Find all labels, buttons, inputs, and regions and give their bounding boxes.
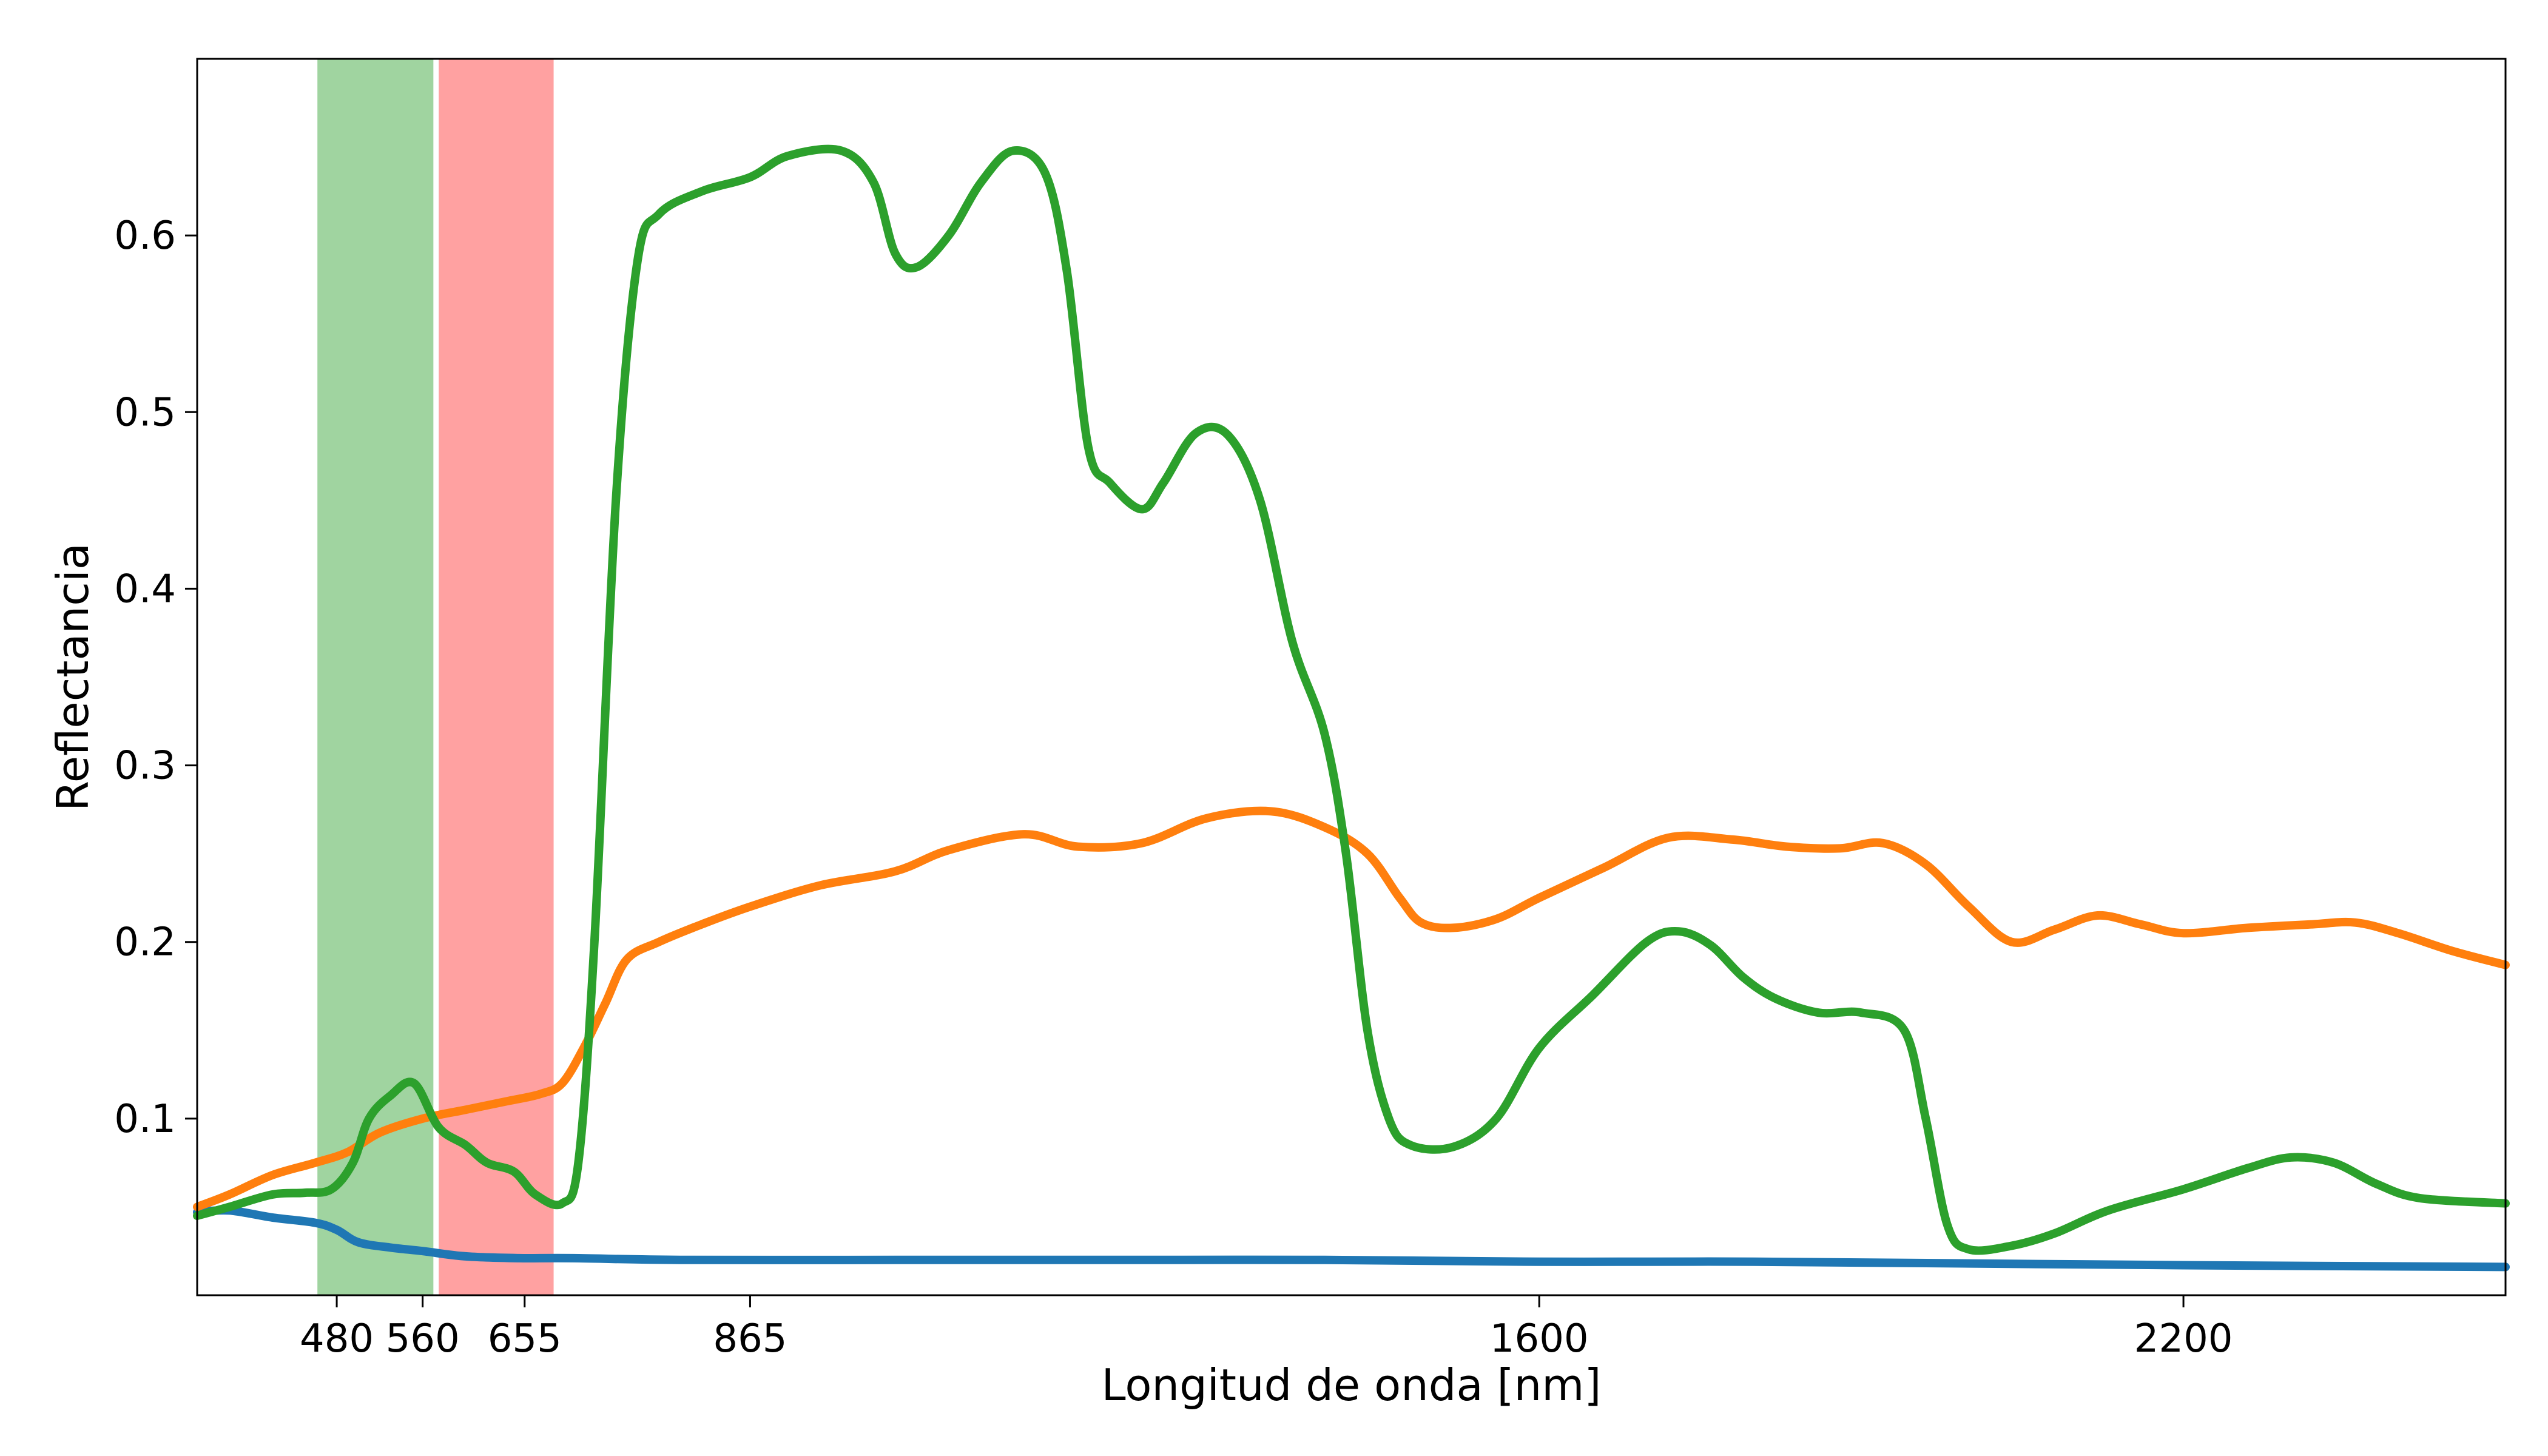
y-tick-label: 0.5 xyxy=(114,390,176,435)
y-tick-label: 0.4 xyxy=(114,567,176,612)
x-tick-label: 1600 xyxy=(1490,1316,1589,1361)
y-tick-label: 0.2 xyxy=(114,920,176,965)
plot-frame xyxy=(196,58,2507,1296)
series-line-0 xyxy=(193,1205,2510,1272)
x-tick-label: 480 xyxy=(300,1316,374,1361)
y-axis: 0.1 0.2 0.3 0.4 0.5 0.6 xyxy=(114,214,197,1142)
x-axis-label: Longitud de onda [nm] xyxy=(1102,1360,1602,1410)
y-tick-label: 0.1 xyxy=(114,1097,176,1142)
spectral-series xyxy=(193,144,2510,1272)
band-1 xyxy=(439,59,554,1295)
y-tick-label: 0.6 xyxy=(114,214,176,258)
series-line-1 xyxy=(193,806,2510,1212)
x-tick-label: 655 xyxy=(488,1316,562,1361)
x-tick-label: 865 xyxy=(713,1316,787,1361)
y-axis-label: Reflectancia xyxy=(47,543,98,811)
series-line-2 xyxy=(193,144,2510,1255)
x-axis: 480 560 655 865 1600 2200 xyxy=(300,1295,2233,1361)
wavelength-bands xyxy=(317,59,554,1295)
x-tick-label: 560 xyxy=(386,1316,460,1361)
x-tick-label: 2200 xyxy=(2134,1316,2233,1361)
y-tick-label: 0.3 xyxy=(114,744,176,789)
